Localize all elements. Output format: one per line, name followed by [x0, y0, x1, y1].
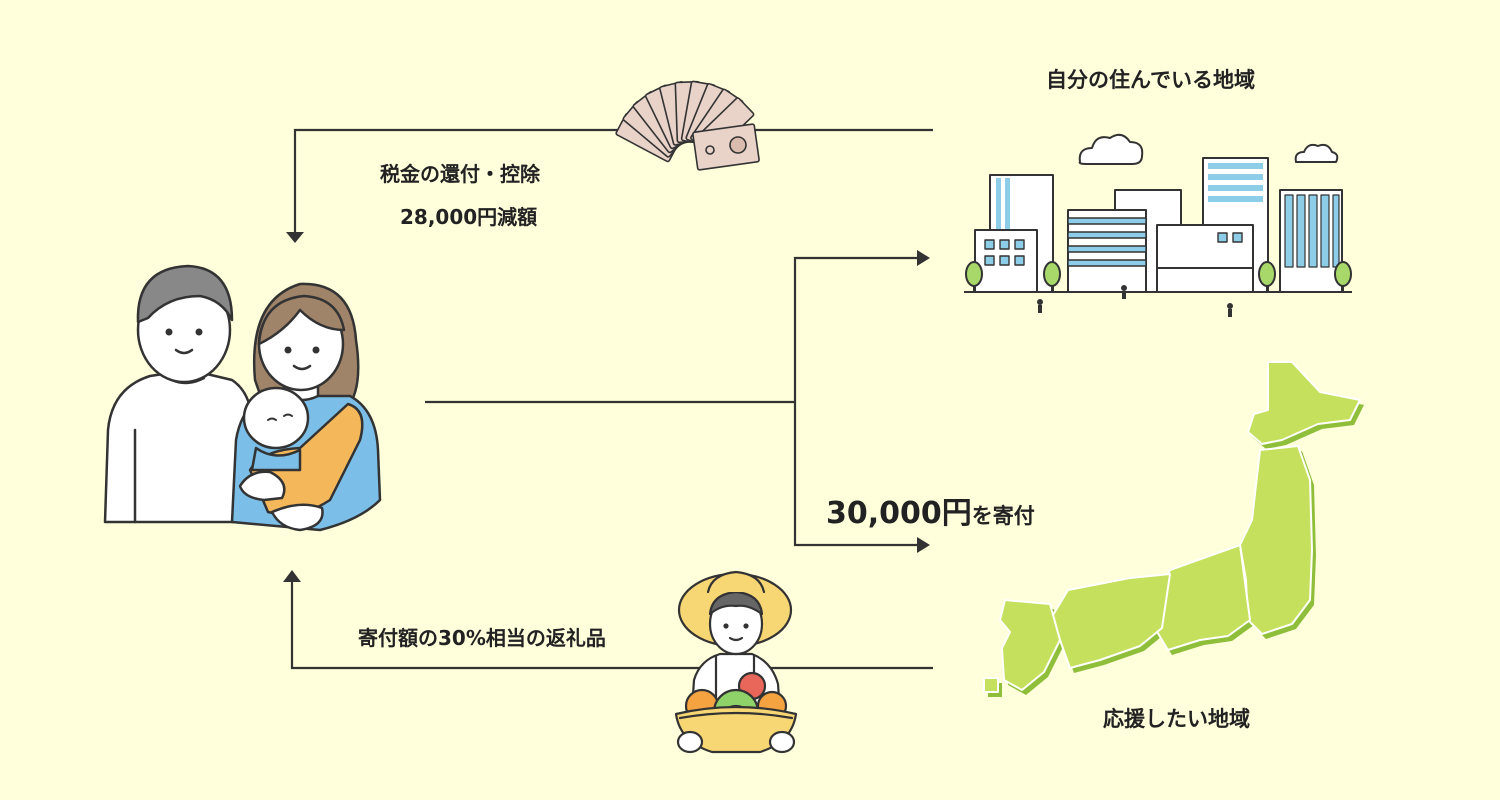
- family-with-baby-icon: [103, 264, 382, 532]
- arrow-head-map: [917, 537, 930, 553]
- person-icon: [1037, 285, 1233, 317]
- tax-reduction-amount-label: 28,000円減額: [400, 205, 538, 229]
- farmer-with-vegetables-icon: [674, 570, 798, 754]
- donation-suffix: を寄付: [971, 504, 1035, 528]
- cloud-icon: [1078, 133, 1144, 165]
- tree-icon: [965, 261, 1352, 292]
- arrow-head-city: [917, 250, 930, 266]
- arrow-head-refund: [286, 232, 304, 243]
- return-gift-label: 寄付額の30%相当の返礼品: [358, 626, 606, 650]
- connector-lines: [290, 128, 933, 670]
- donation-branch-top: [793, 256, 917, 402]
- donation-label: 30,000円を寄付: [826, 488, 1035, 532]
- banknotes-fan-icon: [615, 80, 760, 171]
- arrow-heads: [283, 232, 930, 582]
- tax-refund-label: 税金の還付・控除: [380, 162, 540, 186]
- support-region-label: 応援したい地域: [1103, 707, 1250, 731]
- japan-map-icon: [983, 361, 1364, 697]
- cloud-icon: [1294, 143, 1339, 163]
- donation-amount: 30,000円: [826, 496, 972, 531]
- arrow-head-gift: [283, 570, 301, 582]
- donation-branch-bottom: [793, 402, 917, 547]
- home-region-label: 自分の住んでいる地域: [1046, 68, 1255, 92]
- city-buildings-icon: [964, 133, 1352, 317]
